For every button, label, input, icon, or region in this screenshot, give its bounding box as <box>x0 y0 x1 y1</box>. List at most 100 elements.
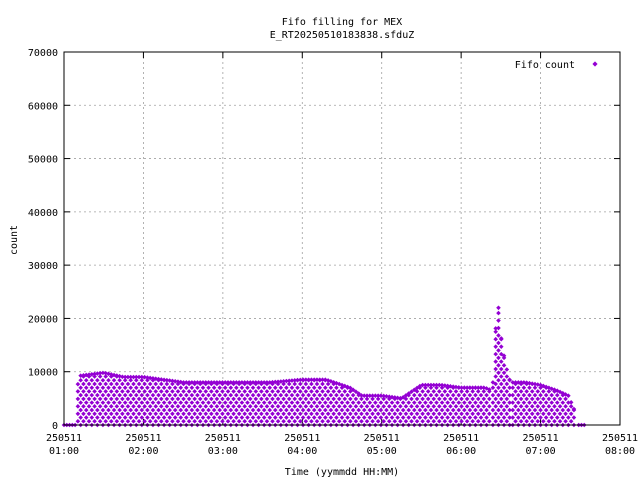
data-point <box>186 418 192 424</box>
data-point <box>275 396 281 402</box>
data-point <box>516 392 521 398</box>
data-point <box>409 411 414 417</box>
data-point <box>409 404 414 409</box>
data-point <box>498 374 504 379</box>
data-point <box>496 415 501 420</box>
data-point <box>339 415 345 420</box>
data-point <box>250 407 256 413</box>
data-point <box>364 411 370 417</box>
y-tick-label: 30000 <box>28 261 58 272</box>
data-point <box>111 385 117 390</box>
data-point <box>298 389 303 394</box>
data-point <box>81 411 86 417</box>
data-point <box>328 415 334 420</box>
data-point <box>222 415 228 420</box>
data-point <box>78 377 83 383</box>
data-point <box>178 392 184 398</box>
data-point <box>97 374 103 379</box>
data-point <box>303 381 309 387</box>
data-point <box>423 415 428 420</box>
data-point <box>403 393 409 398</box>
data-point <box>398 411 403 417</box>
data-point <box>437 382 442 388</box>
data-point <box>261 392 267 398</box>
data-point <box>334 407 339 413</box>
data-point <box>425 382 431 388</box>
data-point <box>108 411 114 417</box>
data-point <box>214 418 220 424</box>
data-point <box>147 389 153 394</box>
data-point <box>86 396 92 402</box>
data-point <box>170 389 175 394</box>
data-point <box>100 392 106 398</box>
data-point <box>493 351 498 357</box>
data-point <box>278 407 284 413</box>
data-point <box>203 411 209 417</box>
data-point <box>278 379 284 384</box>
data-point <box>434 407 439 413</box>
data-point <box>250 380 256 385</box>
data-point <box>524 411 529 417</box>
data-point <box>541 404 546 409</box>
data-point <box>167 407 172 413</box>
data-point <box>409 396 414 402</box>
data-point <box>245 385 250 390</box>
data-point <box>239 415 245 420</box>
data-point <box>86 372 92 377</box>
data-point <box>200 415 206 420</box>
data-point <box>281 396 286 402</box>
data-point <box>462 407 467 413</box>
data-point <box>317 415 323 420</box>
y-axis-ticks: 0 10000 20000 30000 40000 50000 60000 70000 <box>28 48 620 432</box>
data-point <box>378 407 384 413</box>
data-point <box>568 418 574 424</box>
data-point <box>298 418 303 424</box>
data-point <box>420 396 425 402</box>
data-point <box>560 415 566 420</box>
data-point <box>300 392 306 398</box>
data-point <box>236 404 242 409</box>
data-point <box>437 418 442 424</box>
data-point <box>524 418 529 424</box>
x-tick-date: 250511 <box>523 433 559 444</box>
data-point <box>298 377 303 383</box>
data-point <box>314 418 320 424</box>
data-point <box>261 407 267 413</box>
data-point <box>145 375 150 380</box>
data-point <box>328 400 334 405</box>
data-point <box>348 396 353 402</box>
data-point <box>142 381 147 387</box>
data-point <box>192 380 197 385</box>
data-point <box>139 377 145 383</box>
data-point <box>275 389 281 394</box>
data-point <box>350 392 356 398</box>
data-point <box>97 418 103 424</box>
data-point <box>136 381 142 387</box>
data-point <box>563 392 568 397</box>
data-point <box>92 374 97 379</box>
data-point <box>516 380 521 385</box>
data-point <box>535 404 541 409</box>
data-point <box>311 385 317 390</box>
data-point <box>217 392 222 398</box>
data-point <box>295 400 300 405</box>
x-tick-time: 08:00 <box>605 446 635 457</box>
data-point <box>97 404 103 409</box>
data-point <box>245 407 250 413</box>
data-point <box>275 379 281 385</box>
data-point <box>234 407 239 413</box>
data-point <box>361 393 367 398</box>
data-point <box>336 396 342 402</box>
data-point <box>214 396 220 402</box>
data-point <box>170 411 175 417</box>
data-point <box>253 418 259 424</box>
data-point <box>439 400 445 405</box>
data-point <box>311 415 317 420</box>
data-point <box>103 411 108 417</box>
data-point <box>498 381 504 387</box>
data-point <box>306 377 311 383</box>
data-point <box>147 404 153 409</box>
data-point <box>478 385 484 390</box>
data-point <box>442 418 448 424</box>
data-point <box>423 385 428 390</box>
